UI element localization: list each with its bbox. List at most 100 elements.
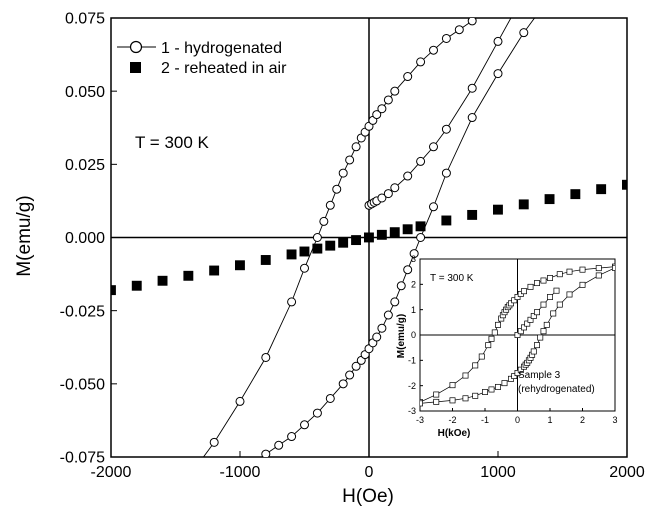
main-data-point: [429, 142, 438, 152]
main-y-tick-label: -0.075: [60, 450, 105, 467]
main-data-point: [377, 104, 387, 114]
main-data-point: [274, 440, 284, 450]
main-data-point: [403, 72, 413, 82]
main-data-point: [377, 323, 387, 333]
main-data-point: [183, 270, 194, 281]
main-data-point: [493, 69, 503, 79]
main-x-tick-label: 0: [365, 464, 374, 481]
main-x-tick-label: 1000: [480, 464, 516, 481]
main-data-point: [570, 189, 581, 200]
main-data-point: [596, 184, 607, 195]
main-data-point: [494, 0, 502, 7]
main-data-point: [467, 113, 477, 123]
inset-x-axis-label: H(kOe): [438, 428, 471, 439]
inset-x-tick-label: 0: [515, 415, 520, 425]
legend-label-hydrogenated: 1 - hydrogenated: [161, 40, 282, 57]
inset-data-layer: [420, 263, 615, 407]
main-data-point: [416, 57, 426, 67]
inset-data-point: [495, 383, 501, 390]
main-data-point: [396, 281, 406, 291]
inset-x-tick-label: -2: [448, 415, 456, 425]
main-data-point: [209, 437, 219, 447]
main-data-point: [210, 485, 218, 493]
main-data-point: [519, 28, 529, 38]
inset-data-point: [540, 277, 547, 284]
inset-data-point: [540, 328, 547, 335]
main-data-point: [429, 202, 438, 212]
inset-data-point: [517, 366, 524, 373]
inset-data-point: [521, 324, 527, 331]
inset-y-tick-label: -3: [408, 406, 416, 416]
inset-data-point: [556, 271, 563, 278]
main-data-point: [518, 199, 529, 210]
inset-data-point: [472, 362, 479, 369]
inset-temperature-annotation: T = 300 K: [430, 273, 474, 284]
main-data-point: [300, 263, 309, 273]
inset-x-tick-label: 3: [612, 415, 617, 425]
main-data-point: [415, 221, 426, 232]
inset-data-point: [433, 391, 440, 398]
main-data-point: [286, 249, 297, 260]
inset-data-point: [527, 316, 534, 323]
main-data-point: [157, 275, 168, 286]
inset-data-point: [595, 265, 602, 272]
main-data-point: [184, 500, 192, 508]
inset-data-point: [566, 268, 573, 275]
inset-data-point: [472, 392, 479, 399]
main-data-point: [209, 265, 220, 276]
inset-data-point: [478, 353, 485, 360]
inset-x-tick-label: 2: [580, 415, 585, 425]
inset-data-point: [514, 332, 521, 338]
inset-data-point: [537, 334, 544, 341]
main-data-point: [299, 246, 310, 257]
main-data-point: [416, 156, 426, 166]
inset-data-point: [566, 291, 573, 298]
inset-data-point: [462, 395, 469, 402]
main-data-point: [131, 280, 142, 291]
inset-sample-label: Sample 3: [518, 370, 561, 381]
main-data-point: [383, 310, 393, 320]
main-data-point: [312, 233, 322, 242]
main-data-point: [390, 86, 400, 96]
main-data-point: [235, 396, 245, 406]
main-data-point: [372, 110, 382, 120]
inset-data-point: [501, 380, 508, 387]
main-y-tick-label: 0.050: [65, 84, 105, 101]
main-y-tick-label: 0.000: [65, 230, 105, 247]
main-data-point: [546, 0, 554, 2]
inset-data-point: [556, 301, 563, 308]
main-y-axis-label: M(emu/g): [14, 195, 35, 276]
inset-data-point: [534, 342, 540, 349]
main-data-point: [493, 36, 503, 46]
inset-data-point: [579, 281, 586, 288]
inset-y-tick-label: 2: [411, 279, 416, 289]
inset-data-point: [488, 335, 495, 342]
inset-data-point: [612, 264, 615, 271]
main-data-point: [441, 215, 452, 226]
inset-y-axis-label: M(emu/g): [396, 314, 407, 358]
inset-data-point: [508, 300, 514, 307]
main-x-tick-label: -1000: [220, 464, 261, 481]
main-data-point: [402, 224, 413, 235]
inset-data-point: [514, 370, 521, 376]
inset-data-point: [530, 348, 537, 355]
main-data-point: [364, 232, 374, 243]
inset-data-point: [547, 275, 553, 281]
inset-data-point: [514, 294, 521, 300]
legend-marker-reheated: [130, 62, 141, 73]
main-data-point: [493, 204, 503, 215]
main-data-point: [325, 240, 336, 251]
main-data-point: [345, 155, 355, 165]
main-y-tick-label: 0.075: [65, 11, 105, 28]
inset-data-point: [553, 287, 560, 294]
main-data-point: [377, 193, 387, 203]
inset-data-point: [433, 398, 440, 405]
main-data-point: [287, 297, 297, 307]
main-data-point: [441, 124, 451, 134]
main-data-point: [429, 45, 438, 55]
main-data-point: [409, 249, 419, 259]
main-data-point: [312, 408, 322, 418]
main-data-point: [376, 229, 387, 240]
inset-y-tick-label: -1: [408, 355, 416, 365]
main-data-point: [325, 200, 335, 210]
